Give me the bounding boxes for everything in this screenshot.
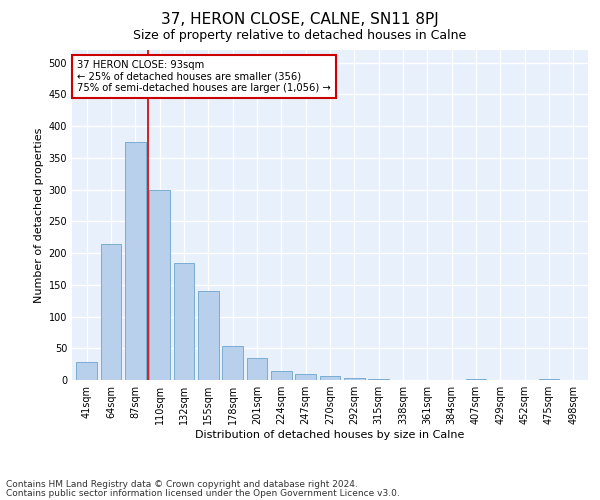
Text: 37, HERON CLOSE, CALNE, SN11 8PJ: 37, HERON CLOSE, CALNE, SN11 8PJ	[161, 12, 439, 27]
Bar	[173, 262, 194, 380]
Bar	[539, 378, 559, 380]
Bar	[125, 142, 146, 380]
Bar	[271, 371, 292, 380]
Bar	[320, 376, 340, 380]
Bar	[76, 362, 97, 380]
Bar	[295, 374, 316, 380]
Text: Size of property relative to detached houses in Calne: Size of property relative to detached ho…	[133, 29, 467, 42]
Y-axis label: Number of detached properties: Number of detached properties	[34, 128, 44, 302]
Bar	[344, 378, 365, 380]
Bar	[247, 358, 268, 380]
Text: Contains HM Land Registry data © Crown copyright and database right 2024.: Contains HM Land Registry data © Crown c…	[6, 480, 358, 489]
X-axis label: Distribution of detached houses by size in Calne: Distribution of detached houses by size …	[196, 430, 464, 440]
Bar	[149, 190, 170, 380]
Text: Contains public sector information licensed under the Open Government Licence v3: Contains public sector information licen…	[6, 488, 400, 498]
Bar	[222, 346, 243, 380]
Bar	[101, 244, 121, 380]
Bar	[198, 291, 218, 380]
Bar	[466, 378, 487, 380]
Text: 37 HERON CLOSE: 93sqm
← 25% of detached houses are smaller (356)
75% of semi-det: 37 HERON CLOSE: 93sqm ← 25% of detached …	[77, 60, 331, 93]
Bar	[368, 378, 389, 380]
